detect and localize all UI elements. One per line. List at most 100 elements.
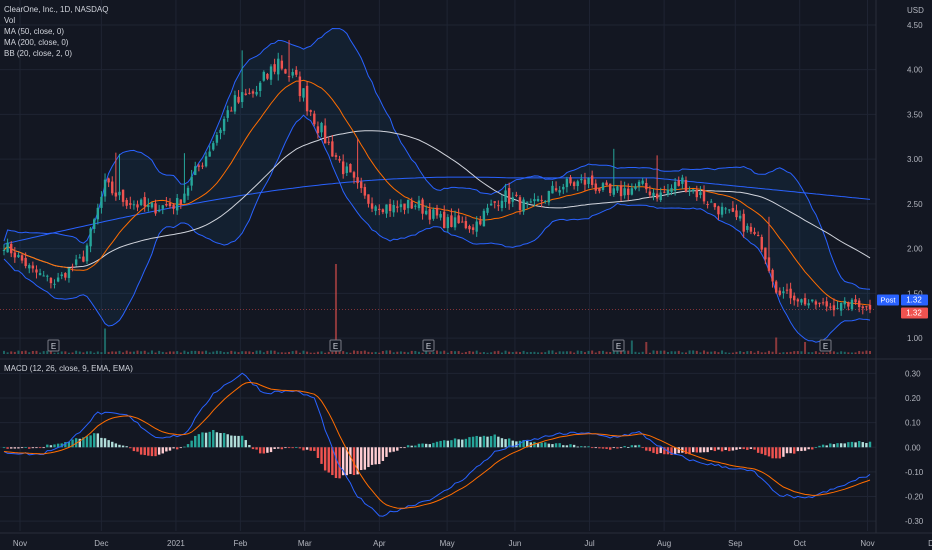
candle-body [93,219,96,229]
macd-histogram-bar [738,447,742,450]
macd-histogram-bar [551,444,554,448]
volume-bar [670,351,673,354]
candle-body [587,177,590,185]
macd-histogram-bar [42,447,45,449]
candle-body [554,188,558,191]
candle-body [273,64,276,72]
volume-bar [331,351,334,354]
candle-body [406,199,410,209]
volume-bar [277,352,280,354]
macd-histogram-bar [580,446,583,448]
candle-body [399,204,403,208]
candle-body [161,205,164,209]
candlesticks[interactable] [2,40,872,317]
candle-body [154,203,157,214]
earnings-marker-label: E [333,342,338,351]
volume-bar [114,351,117,354]
macd-indicator-label[interactable]: MACD (12, 26, close, 9, EMA, EMA) [4,364,133,373]
volume-bar [93,352,96,354]
candle-body [576,181,579,187]
macd-histogram-bar [598,447,601,449]
candle-body [821,302,825,304]
volume-bar [85,351,88,354]
volume-bar [504,350,507,354]
axes: 4.50 4.00 3.50 3.00 2.50 2.00 1.50 1.00 0.30 0.20… [13,6,932,548]
volume-bar [775,337,778,354]
volume-bar [349,352,352,354]
volume-bar [850,352,853,354]
volume-bar [713,351,716,354]
volume-bar [201,351,204,354]
volume-bar [767,350,770,354]
volume-bar [219,351,222,354]
macd-histogram-bar [605,447,608,449]
volume-bar [208,352,211,354]
macd-histogram-bar [818,445,821,448]
macd-histogram-bar [515,441,518,448]
vol-indicator-label[interactable]: Vol [4,16,16,25]
volume-bar [634,351,637,354]
macd-histogram-bar [753,447,756,450]
candle-body [201,165,204,167]
volume-bar [49,351,52,354]
volume-bar [396,351,399,354]
candle-body [262,71,265,81]
volume-bar [490,352,493,354]
volume-bar [197,351,200,354]
macd-histogram-bar [121,445,125,448]
macd-histogram-bar [702,447,706,453]
macd-histogram-bar [222,432,226,448]
candle-body [778,290,781,295]
macd-histogram-bar [536,443,540,448]
macd-histogram-bar [814,447,818,449]
macd-histogram-bar [868,441,872,448]
ma50-indicator-label[interactable]: MA (50, close, 0) [4,27,65,36]
candle-body [439,213,442,218]
candle-body [323,125,327,144]
symbol-title[interactable]: ClearOne, Inc., 1D, NASDAQ [4,5,109,14]
volume-bar [302,350,305,354]
volume-bar [757,350,760,354]
macd-histogram-bar [587,446,590,448]
volume-bar [53,352,56,354]
candle-body [839,302,843,311]
candle-body [612,188,616,195]
volume-bar [316,351,319,354]
candle-body [547,190,551,203]
volume-bar [735,351,738,354]
candle-body [468,225,471,230]
candle-body [28,265,31,269]
candle-body [157,209,161,212]
volume-bar [378,352,381,354]
last-price-text: 1.32 [906,308,922,317]
candle-body [345,166,348,173]
macd-histogram-bar [71,439,74,448]
candle-body [334,155,338,157]
macd-histogram-bar [594,447,597,449]
candle-body [511,197,514,202]
candle-body [432,209,435,219]
candle-body [74,259,78,265]
candle-body [118,191,121,196]
macd-histogram-bar [634,445,637,448]
macd-histogram-bar [154,447,157,457]
macd-histogram-bar [28,447,31,449]
candle-body [771,269,774,282]
macd-histogram-bar [168,447,172,451]
time-tick-label: Oct [793,539,806,548]
macd-histogram-bar [774,447,778,459]
candle-body [24,257,27,267]
volume-bar [67,352,70,354]
volume-bar [212,351,215,354]
candle-body [172,204,175,209]
macd-histogram-bar [143,447,146,456]
candle-body [562,186,565,190]
volume-bar [270,350,273,354]
bb-indicator-label[interactable]: BB (20, close, 2, 0) [4,49,73,58]
volume-bar [822,352,825,354]
volume-bar [230,350,233,354]
ma200-indicator-label[interactable]: MA (200, close, 0) [4,38,69,47]
volume-bar [410,350,413,354]
